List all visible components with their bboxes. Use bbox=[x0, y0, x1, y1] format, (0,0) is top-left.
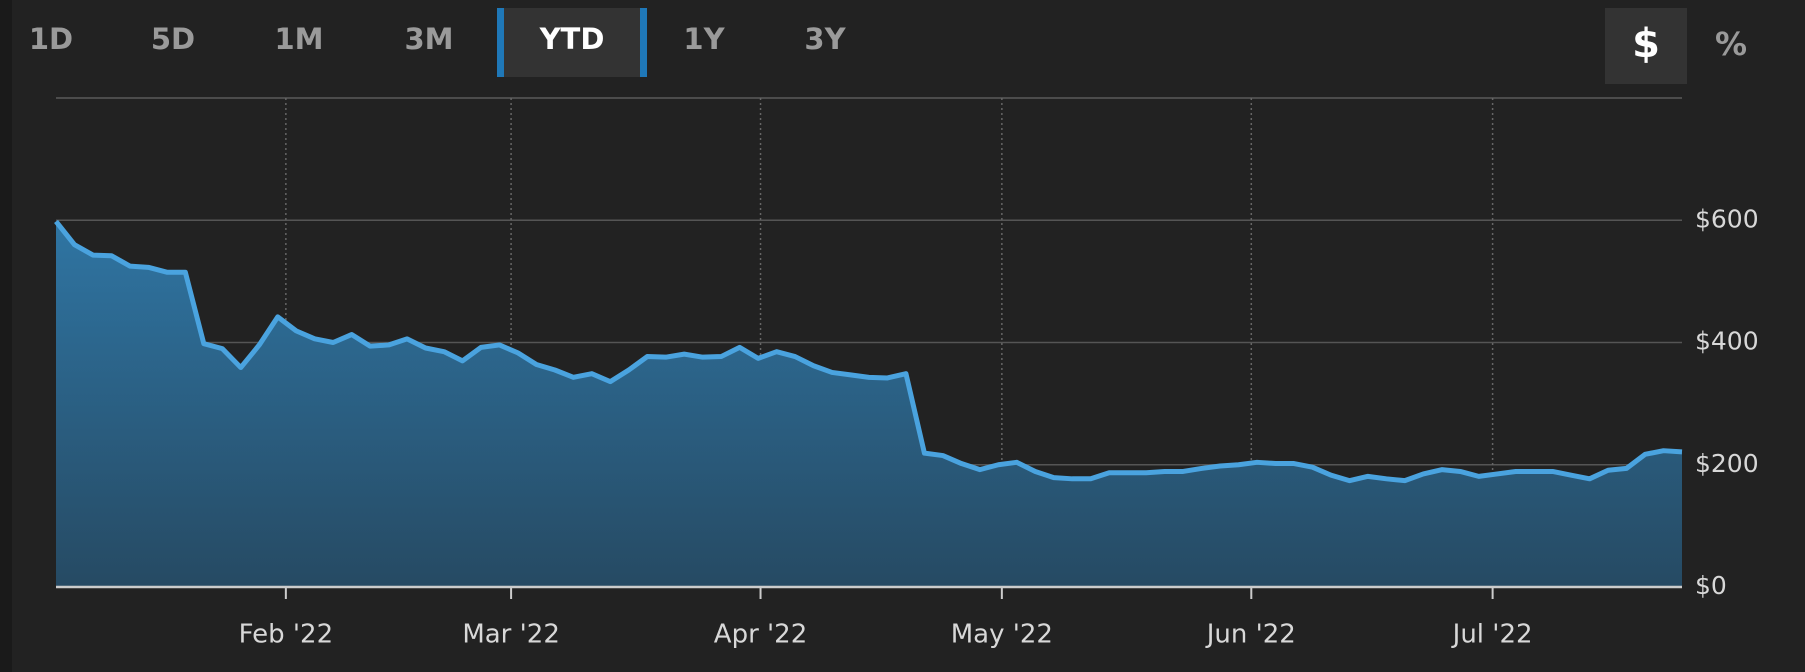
range-tab[interactable]: 5D bbox=[151, 22, 195, 56]
y-tick-label: $400 bbox=[1695, 327, 1759, 356]
y-tick-label: $600 bbox=[1695, 204, 1759, 233]
x-tick-label: Jun '22 bbox=[1205, 620, 1296, 650]
y-tick-label: $0 bbox=[1695, 571, 1727, 600]
unit-toggle[interactable]: $ bbox=[1632, 21, 1660, 67]
range-tab[interactable]: 3M bbox=[404, 22, 453, 56]
active-tab-bar bbox=[640, 8, 647, 77]
left-edge bbox=[0, 0, 12, 672]
active-unit-bg bbox=[1605, 8, 1687, 84]
x-tick-label: May '22 bbox=[951, 620, 1053, 650]
range-tab[interactable]: YTD bbox=[539, 22, 605, 56]
range-tab[interactable]: 1M bbox=[274, 22, 323, 56]
active-tab-bg bbox=[500, 8, 644, 77]
unit-toggle[interactable]: % bbox=[1715, 25, 1747, 63]
x-tick-label: Feb '22 bbox=[239, 620, 334, 650]
y-tick-label: $200 bbox=[1695, 449, 1759, 478]
area-fill bbox=[56, 221, 1682, 587]
x-tick-label: Mar '22 bbox=[462, 620, 560, 650]
price-line bbox=[54, 219, 1683, 484]
range-tab[interactable]: 1D bbox=[29, 22, 73, 56]
range-tab[interactable]: 1Y bbox=[683, 22, 725, 56]
range-tab[interactable]: 3Y bbox=[804, 22, 846, 56]
x-tick-label: Jul '22 bbox=[1451, 620, 1533, 650]
x-tick-label: Apr '22 bbox=[714, 620, 807, 650]
active-tab-bar bbox=[497, 8, 504, 77]
